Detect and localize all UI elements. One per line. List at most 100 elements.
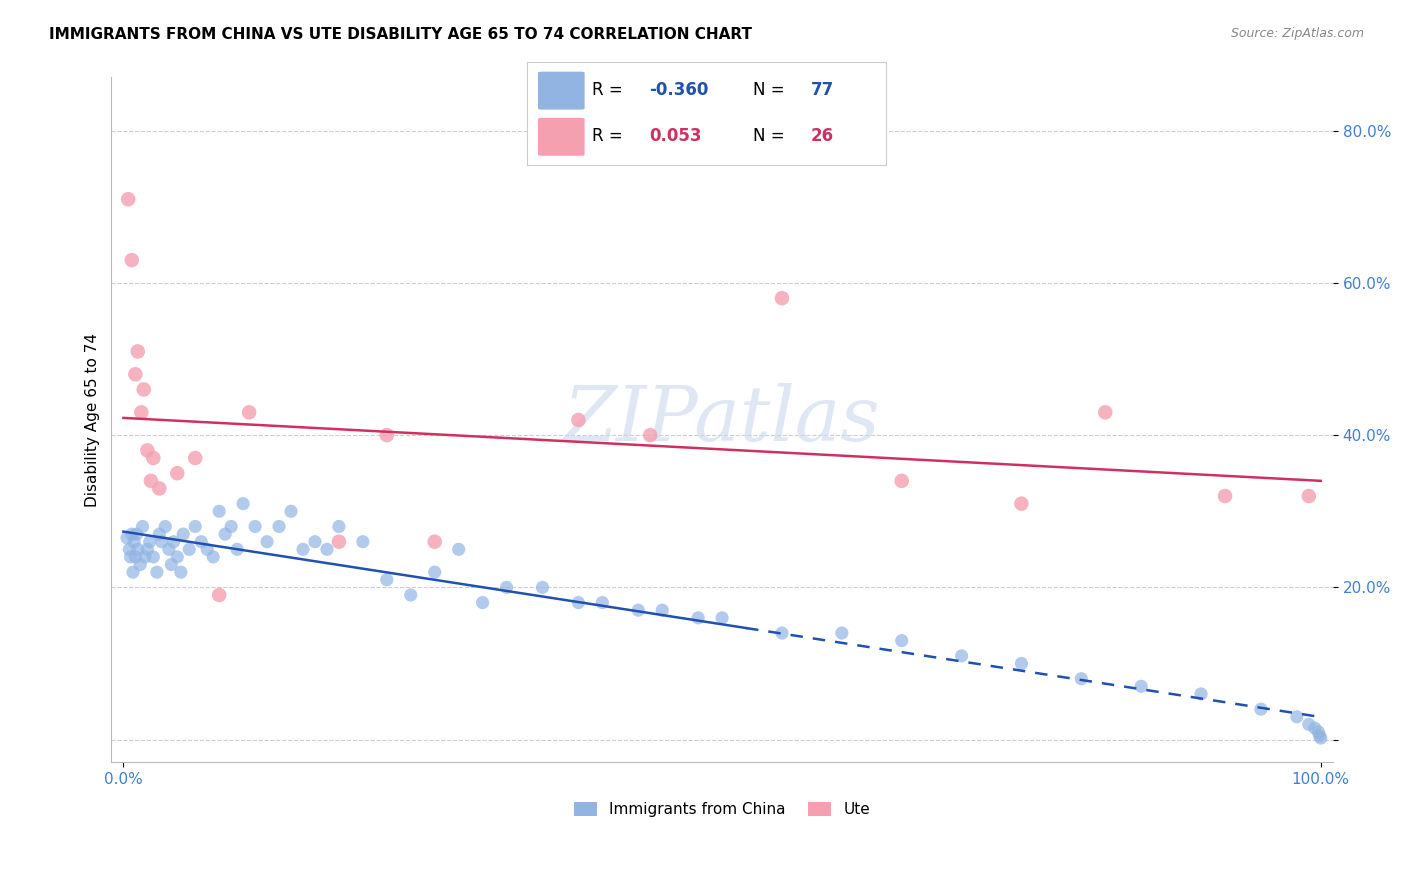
Point [280, 504, 302, 518]
Point [890, 474, 912, 488]
Point [138, 534, 160, 549]
Point [638, 428, 661, 442]
Point [124, 368, 146, 382]
Point [184, 450, 207, 465]
Point [471, 596, 494, 610]
Point [214, 527, 236, 541]
Legend: Immigrants from China, Ute: Immigrants from China, Ute [568, 796, 876, 823]
Point [132, 383, 155, 397]
Point [195, 542, 218, 557]
Point [1010, 657, 1032, 671]
FancyBboxPatch shape [538, 118, 585, 156]
Point [243, 519, 266, 533]
Point [115, 531, 138, 545]
Text: -0.360: -0.360 [650, 81, 709, 99]
Text: R =: R = [592, 128, 628, 145]
Text: 26: 26 [810, 128, 834, 145]
FancyBboxPatch shape [538, 71, 585, 110]
Point [831, 626, 853, 640]
Point [117, 192, 139, 206]
Point [328, 534, 350, 549]
Point [890, 633, 912, 648]
Point [127, 542, 149, 557]
Point [304, 534, 326, 549]
Point [770, 626, 793, 640]
Point [328, 519, 350, 533]
Point [1298, 717, 1320, 731]
Point [118, 542, 141, 557]
Point [160, 558, 183, 572]
Point [316, 542, 339, 557]
Point [711, 611, 734, 625]
Point [142, 549, 165, 564]
Point [136, 542, 159, 557]
Point [627, 603, 650, 617]
Point [1130, 679, 1153, 693]
Point [120, 549, 142, 564]
Point [122, 565, 145, 579]
Point [591, 596, 613, 610]
Point [131, 405, 153, 419]
Point [150, 534, 173, 549]
Point [208, 504, 231, 518]
Point [1070, 672, 1092, 686]
Point [423, 534, 446, 549]
Text: ZIPatlas: ZIPatlas [564, 383, 880, 457]
Point [157, 542, 180, 557]
Point [170, 565, 193, 579]
Point [134, 549, 156, 564]
Point [1094, 405, 1116, 419]
Point [121, 527, 143, 541]
Point [166, 549, 188, 564]
Point [1309, 731, 1331, 745]
Text: 0.053: 0.053 [650, 128, 702, 145]
Point [139, 474, 162, 488]
Point [142, 450, 165, 465]
Point [238, 405, 260, 419]
Point [122, 534, 145, 549]
Point [190, 534, 212, 549]
Point [567, 596, 589, 610]
Text: N =: N = [754, 128, 790, 145]
Point [1285, 710, 1308, 724]
Point [651, 603, 673, 617]
Point [172, 527, 194, 541]
Point [148, 527, 170, 541]
Point [136, 443, 159, 458]
Point [208, 588, 231, 602]
Y-axis label: Disability Age 65 to 74: Disability Age 65 to 74 [86, 333, 100, 507]
Point [1303, 721, 1326, 735]
Point [688, 611, 710, 625]
Point [232, 497, 254, 511]
Point [202, 549, 225, 564]
Point [184, 519, 207, 533]
Point [131, 519, 153, 533]
Point [1250, 702, 1272, 716]
Point [179, 542, 201, 557]
Point [375, 573, 398, 587]
Point [531, 580, 554, 594]
Point [399, 588, 422, 602]
Point [495, 580, 517, 594]
Text: Source: ZipAtlas.com: Source: ZipAtlas.com [1230, 27, 1364, 40]
Point [375, 428, 398, 442]
Text: 77: 77 [810, 81, 834, 99]
Point [1010, 497, 1032, 511]
Point [155, 519, 177, 533]
Point [1298, 489, 1320, 503]
Point [129, 558, 152, 572]
Point [567, 413, 589, 427]
Point [125, 527, 148, 541]
Point [1189, 687, 1212, 701]
Point [1309, 729, 1331, 743]
Point [950, 648, 973, 663]
Point [770, 291, 793, 305]
Point [163, 534, 186, 549]
Point [267, 519, 290, 533]
Point [219, 519, 242, 533]
Point [166, 467, 188, 481]
Point [352, 534, 374, 549]
Text: N =: N = [754, 81, 790, 99]
Point [146, 565, 169, 579]
Point [148, 482, 170, 496]
